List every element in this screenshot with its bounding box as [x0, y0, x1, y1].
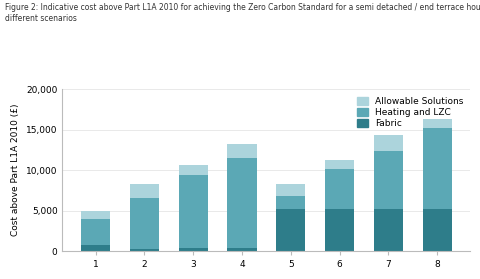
Bar	[325, 169, 354, 209]
Bar	[130, 249, 159, 251]
Bar	[228, 158, 257, 248]
Y-axis label: Cost above Part L1A 2010 (£): Cost above Part L1A 2010 (£)	[12, 104, 21, 236]
Bar	[228, 144, 257, 158]
Legend: Allowable Solutions, Heating and LZC, Fabric: Allowable Solutions, Heating and LZC, Fa…	[354, 94, 466, 131]
Bar	[374, 151, 403, 209]
Bar	[276, 209, 305, 251]
Bar	[81, 211, 110, 219]
Bar	[276, 184, 305, 196]
Bar	[422, 119, 452, 128]
Bar	[81, 219, 110, 245]
Bar	[374, 135, 403, 151]
Bar	[325, 209, 354, 251]
Bar	[422, 128, 452, 209]
Bar	[179, 175, 208, 248]
Bar	[130, 184, 159, 198]
Bar	[179, 165, 208, 175]
Bar	[81, 245, 110, 251]
Bar	[276, 196, 305, 209]
Bar	[130, 198, 159, 249]
Text: Figure 2: Indicative cost above Part L1A 2010 for achieving the Zero Carbon Stan: Figure 2: Indicative cost above Part L1A…	[5, 3, 480, 23]
Bar	[374, 209, 403, 251]
Bar	[179, 248, 208, 251]
Bar	[422, 209, 452, 251]
Bar	[228, 248, 257, 251]
Bar	[325, 160, 354, 169]
